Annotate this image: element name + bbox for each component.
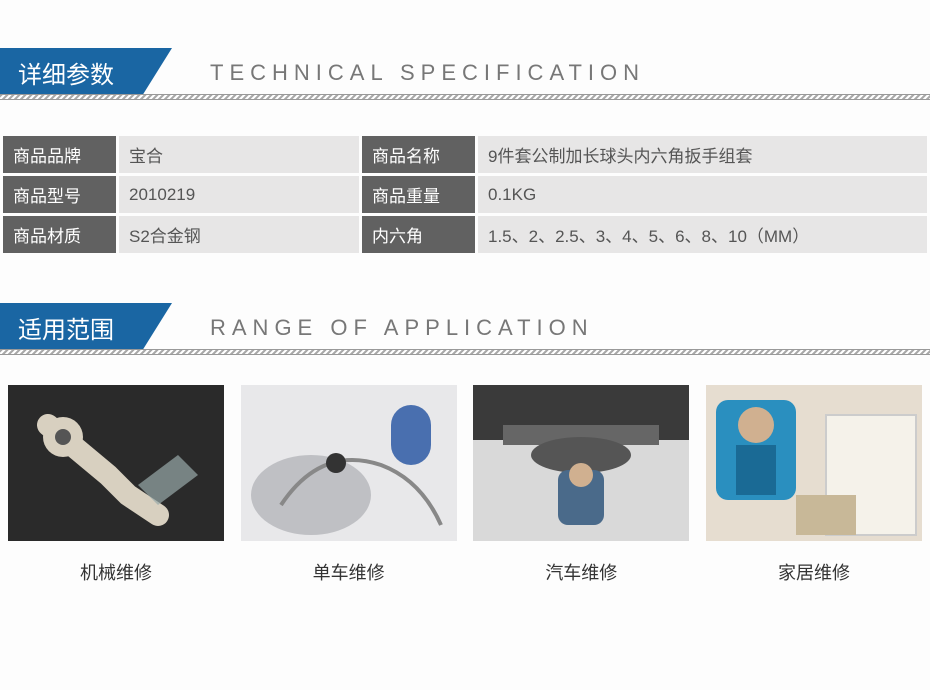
range-item: 机械维修 [8, 385, 224, 585]
range-caption: 单车维修 [241, 559, 457, 585]
bike-icon [241, 385, 457, 541]
wrench-icon [8, 385, 224, 541]
range-item: 汽车维修 [473, 385, 689, 585]
spec-subtitle: TECHNICAL SPECIFICATION [210, 60, 645, 86]
range-item: 单车维修 [241, 385, 457, 585]
spec-key: 商品名称 [362, 136, 475, 173]
spec-value: 0.1KG [478, 176, 927, 213]
spec-key: 商品材质 [3, 216, 116, 253]
spec-key: 商品型号 [3, 176, 116, 213]
range-thumb-machine [8, 385, 224, 541]
spec-key: 商品品牌 [3, 136, 116, 173]
car-icon [473, 385, 689, 541]
spec-value: 宝合 [119, 136, 359, 173]
range-thumb-home [706, 385, 922, 541]
home-icon [706, 385, 922, 541]
range-caption: 家居维修 [706, 559, 922, 585]
spec-value: 9件套公制加长球头内六角扳手组套 [478, 136, 927, 173]
range-caption: 汽车维修 [473, 559, 689, 585]
spec-key: 商品重量 [362, 176, 475, 213]
range-subtitle: RANGE OF APPLICATION [210, 315, 594, 341]
range-tab: 适用范围 [0, 303, 142, 351]
range-grid: 机械维修 单车维修 [0, 385, 930, 585]
range-section: 适用范围 RANGE OF APPLICATION 机械维修 [0, 303, 930, 585]
header-rule [0, 349, 930, 355]
spec-value: 1.5、2、2.5、3、4、5、6、8、10（MM） [478, 216, 927, 253]
range-caption: 机械维修 [8, 559, 224, 585]
spec-section: 详细参数 TECHNICAL SPECIFICATION 商品品牌 宝合 商品名… [0, 48, 930, 253]
header-rule [0, 94, 930, 100]
spec-value: 2010219 [119, 176, 359, 213]
range-header: 适用范围 RANGE OF APPLICATION [0, 303, 930, 351]
spec-tab: 详细参数 [0, 48, 142, 96]
spec-header: 详细参数 TECHNICAL SPECIFICATION [0, 48, 930, 96]
range-item: 家居维修 [706, 385, 922, 585]
range-thumb-car [473, 385, 689, 541]
spec-key: 内六角 [362, 216, 475, 253]
spec-value: S2合金钢 [119, 216, 359, 253]
range-thumb-bike [241, 385, 457, 541]
spec-table: 商品品牌 宝合 商品名称 9件套公制加长球头内六角扳手组套 商品型号 20102… [0, 136, 930, 253]
